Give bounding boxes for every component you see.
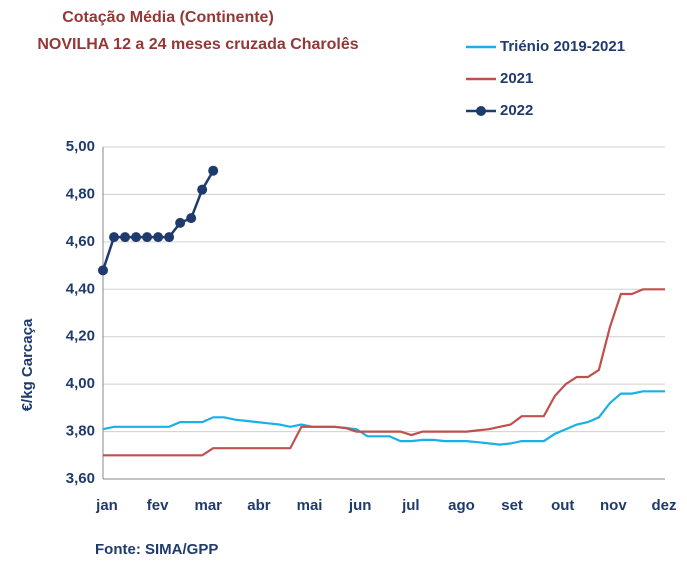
x-tick-label: jun bbox=[348, 497, 372, 514]
point bbox=[186, 213, 197, 224]
point bbox=[109, 232, 120, 243]
legend-label: 2021 bbox=[500, 70, 533, 87]
y-tick-label: 4,80 bbox=[66, 185, 95, 202]
y-tick-label: 4,40 bbox=[66, 280, 95, 297]
x-tick-label: out bbox=[551, 497, 574, 514]
x-tick-label: jan bbox=[95, 497, 118, 514]
legend-label: 2022 bbox=[500, 102, 533, 119]
point bbox=[120, 232, 131, 243]
series-line bbox=[103, 288, 665, 457]
x-tick-label: dez bbox=[651, 497, 676, 514]
y-tick-label: 3,60 bbox=[66, 470, 95, 487]
y-tick-label: 3,80 bbox=[66, 423, 95, 440]
y-tick-label: 4,20 bbox=[66, 328, 95, 345]
series-line bbox=[102, 390, 665, 446]
x-tick-label: nov bbox=[600, 497, 627, 514]
point bbox=[142, 232, 153, 243]
x-tick-label: mai bbox=[297, 497, 323, 514]
point bbox=[131, 232, 142, 243]
point bbox=[164, 232, 175, 243]
point bbox=[208, 165, 219, 176]
y-tick-label: 4,00 bbox=[66, 375, 95, 392]
chart-subtitle: NOVILHA 12 a 24 meses cruzada Charolês bbox=[37, 36, 358, 53]
y-tick-label: 5,00 bbox=[66, 138, 95, 155]
x-tick-label: abr bbox=[247, 497, 271, 514]
x-tick-label: set bbox=[501, 497, 523, 514]
point bbox=[197, 184, 208, 195]
point bbox=[153, 232, 164, 243]
y-tick-label: 4,60 bbox=[66, 233, 95, 250]
x-tick-label: fev bbox=[147, 497, 169, 514]
series-line bbox=[101, 170, 215, 271]
chart-title: Cotação Média (Continente) bbox=[62, 9, 274, 26]
point bbox=[175, 217, 186, 228]
y-axis-label: €/kg Carcaça bbox=[19, 318, 36, 411]
source: Fonte: SIMA/GPP bbox=[95, 541, 218, 558]
x-tick-label: mar bbox=[195, 497, 223, 514]
legend-marker bbox=[476, 106, 486, 116]
x-tick-label: jul bbox=[401, 497, 420, 514]
x-tick-label: ago bbox=[448, 497, 475, 514]
legend-label: Triénio 2019-2021 bbox=[500, 38, 625, 55]
point bbox=[98, 265, 108, 276]
